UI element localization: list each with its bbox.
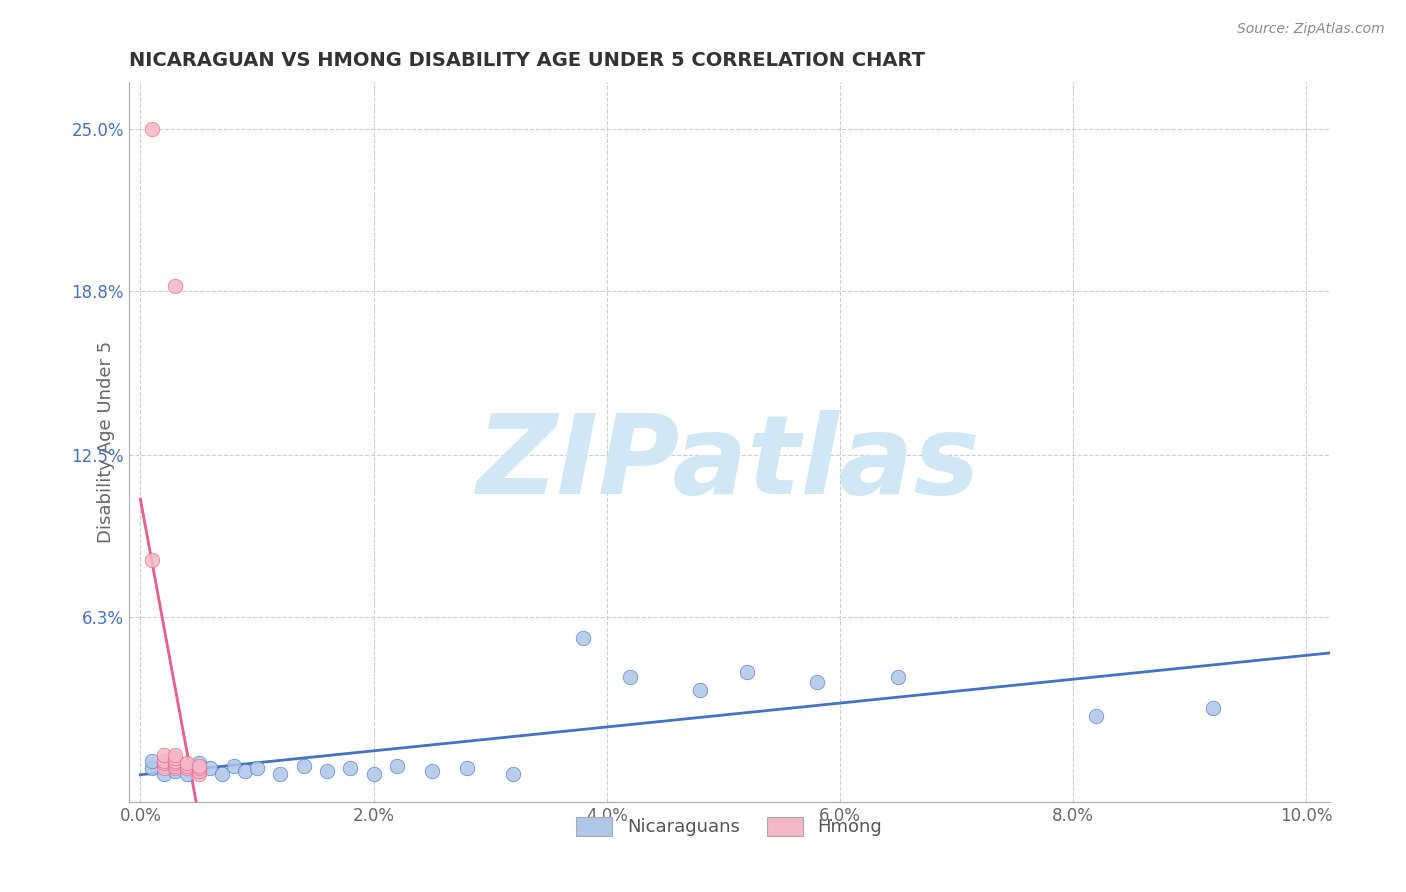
- Point: [141, 552, 163, 566]
- Point: [141, 122, 163, 136]
- Point: [269, 766, 291, 780]
- Point: [502, 766, 524, 780]
- Point: [187, 766, 209, 780]
- Point: [246, 761, 269, 775]
- Point: [165, 758, 187, 772]
- Text: NICARAGUAN VS HMONG DISABILITY AGE UNDER 5 CORRELATION CHART: NICARAGUAN VS HMONG DISABILITY AGE UNDER…: [129, 51, 925, 70]
- Point: [187, 764, 209, 778]
- Point: [619, 670, 641, 684]
- Point: [735, 665, 758, 679]
- Point: [152, 748, 174, 763]
- Point: [806, 675, 828, 690]
- Point: [211, 766, 233, 780]
- Point: [152, 756, 174, 771]
- Point: [152, 758, 174, 772]
- Point: [187, 758, 209, 772]
- Legend: Nicaraguans, Hmong: Nicaraguans, Hmong: [569, 810, 890, 844]
- Point: [152, 754, 174, 768]
- Point: [141, 754, 163, 768]
- Point: [176, 758, 198, 772]
- Point: [176, 766, 198, 780]
- Point: [456, 761, 478, 775]
- Point: [222, 758, 245, 772]
- Point: [165, 756, 187, 771]
- Point: [887, 670, 910, 684]
- Point: [187, 764, 209, 778]
- Point: [165, 764, 187, 778]
- Point: [385, 758, 408, 772]
- Point: [176, 758, 198, 772]
- Point: [165, 751, 187, 765]
- Point: [165, 761, 187, 775]
- Point: [689, 683, 711, 698]
- Point: [200, 761, 222, 775]
- Point: [152, 761, 174, 775]
- Point: [572, 631, 595, 645]
- Point: [420, 764, 443, 778]
- Point: [176, 756, 198, 771]
- Point: [152, 766, 174, 780]
- Point: [165, 754, 187, 768]
- Point: [316, 764, 339, 778]
- Point: [165, 748, 187, 763]
- Point: [187, 761, 209, 775]
- Point: [339, 761, 361, 775]
- Point: [165, 278, 187, 293]
- Point: [292, 758, 315, 772]
- Point: [1085, 709, 1108, 723]
- Text: ZIPatlas: ZIPatlas: [477, 410, 981, 517]
- Point: [176, 761, 198, 775]
- Point: [141, 761, 163, 775]
- Point: [363, 766, 385, 780]
- Point: [1202, 701, 1225, 715]
- Point: [165, 756, 187, 771]
- Point: [233, 764, 256, 778]
- Point: [187, 756, 209, 771]
- Text: Source: ZipAtlas.com: Source: ZipAtlas.com: [1237, 22, 1385, 37]
- Y-axis label: Disability Age Under 5: Disability Age Under 5: [97, 341, 115, 543]
